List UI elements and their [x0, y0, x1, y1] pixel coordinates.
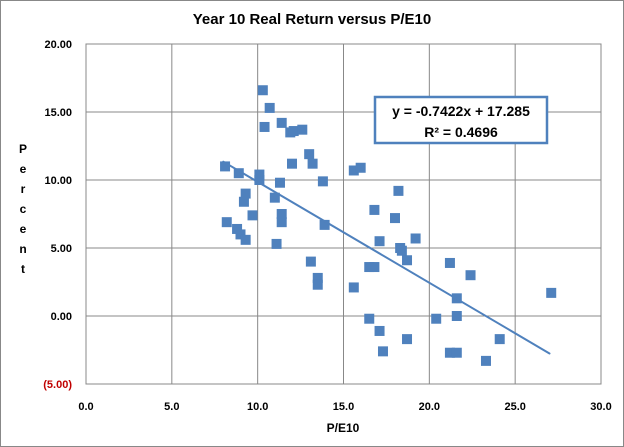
data-point — [233, 168, 244, 179]
data-point — [374, 236, 385, 247]
data-point — [307, 158, 318, 169]
data-point — [369, 204, 380, 215]
data-point — [355, 162, 366, 173]
r-squared-label: R² = 0.4696 — [424, 124, 498, 140]
x-tick-label: 20.0 — [419, 401, 440, 413]
data-point — [377, 346, 388, 357]
x-tick-label: 30.0 — [590, 401, 611, 413]
data-point — [254, 169, 265, 180]
data-point — [240, 234, 251, 245]
data-point — [288, 126, 299, 137]
data-point — [221, 217, 232, 228]
data-point — [240, 188, 251, 199]
data-point — [348, 165, 359, 176]
data-point — [232, 223, 243, 234]
x-tick-label: 15.0 — [333, 401, 354, 413]
data-point — [305, 256, 316, 267]
data-point — [402, 255, 413, 266]
data-point — [431, 313, 442, 324]
x-tick-label: 25.0 — [504, 401, 525, 413]
data-point — [348, 282, 359, 293]
trendline — [222, 160, 551, 355]
y-tick-label: 0.00 — [51, 311, 72, 323]
data-point — [410, 233, 421, 244]
data-point — [271, 238, 282, 249]
data-point — [451, 311, 462, 321]
data-point — [274, 177, 285, 188]
y-tick-label: (5.00) — [43, 379, 72, 391]
data-point — [465, 270, 476, 281]
y-tick-label: 20.00 — [44, 39, 72, 51]
data-point — [257, 85, 268, 96]
data-point — [220, 161, 231, 172]
data-point — [276, 209, 287, 219]
y-tick-label: 15.00 — [44, 107, 72, 119]
data-point — [494, 334, 505, 345]
data-point — [444, 347, 455, 358]
data-point — [259, 121, 270, 132]
data-point — [390, 213, 400, 224]
data-point — [374, 325, 385, 336]
data-point — [317, 176, 328, 187]
trendline-equation: y = -0.7422x + 17.285 — [392, 103, 530, 119]
data-point — [402, 334, 413, 345]
data-point — [304, 149, 315, 160]
x-tick-label: 10.0 — [247, 401, 268, 413]
data-point — [297, 124, 308, 135]
chart-title: Year 10 Real Return versus P/E10 — [193, 11, 431, 28]
axis-ticks: 0.0 5.0 10.0 15.0 20.0 25.0 30.0 (5.00) 0.00 5.00… — [43, 39, 611, 413]
data-point — [369, 262, 380, 273]
data-point — [287, 158, 297, 169]
data-point — [264, 102, 275, 113]
data-point — [312, 279, 323, 290]
data-point — [269, 192, 280, 203]
data-point — [396, 245, 407, 256]
data-point — [254, 175, 265, 185]
data-point — [312, 272, 323, 283]
data-point — [393, 185, 404, 196]
data-point — [276, 117, 287, 128]
data-point — [451, 347, 462, 358]
data-point — [364, 313, 375, 324]
data-point — [546, 287, 557, 298]
x-tick-label: 5.0 — [164, 401, 179, 413]
equation-box: y = -0.7422x + 17.285 R² = 0.4696 — [373, 95, 549, 145]
data-point — [276, 217, 287, 228]
y-tick-label: 5.00 — [51, 243, 72, 255]
data-point — [444, 257, 455, 268]
x-axis-label: P/E10 — [327, 421, 360, 435]
data-point — [247, 210, 258, 221]
data-point — [238, 196, 249, 207]
data-point — [235, 229, 246, 240]
data-points — [220, 85, 557, 366]
x-tick-label: 0.0 — [78, 401, 93, 413]
data-point — [480, 355, 491, 366]
data-point — [319, 219, 330, 230]
data-point — [364, 262, 375, 273]
y-tick-label: 10.00 — [44, 175, 72, 187]
